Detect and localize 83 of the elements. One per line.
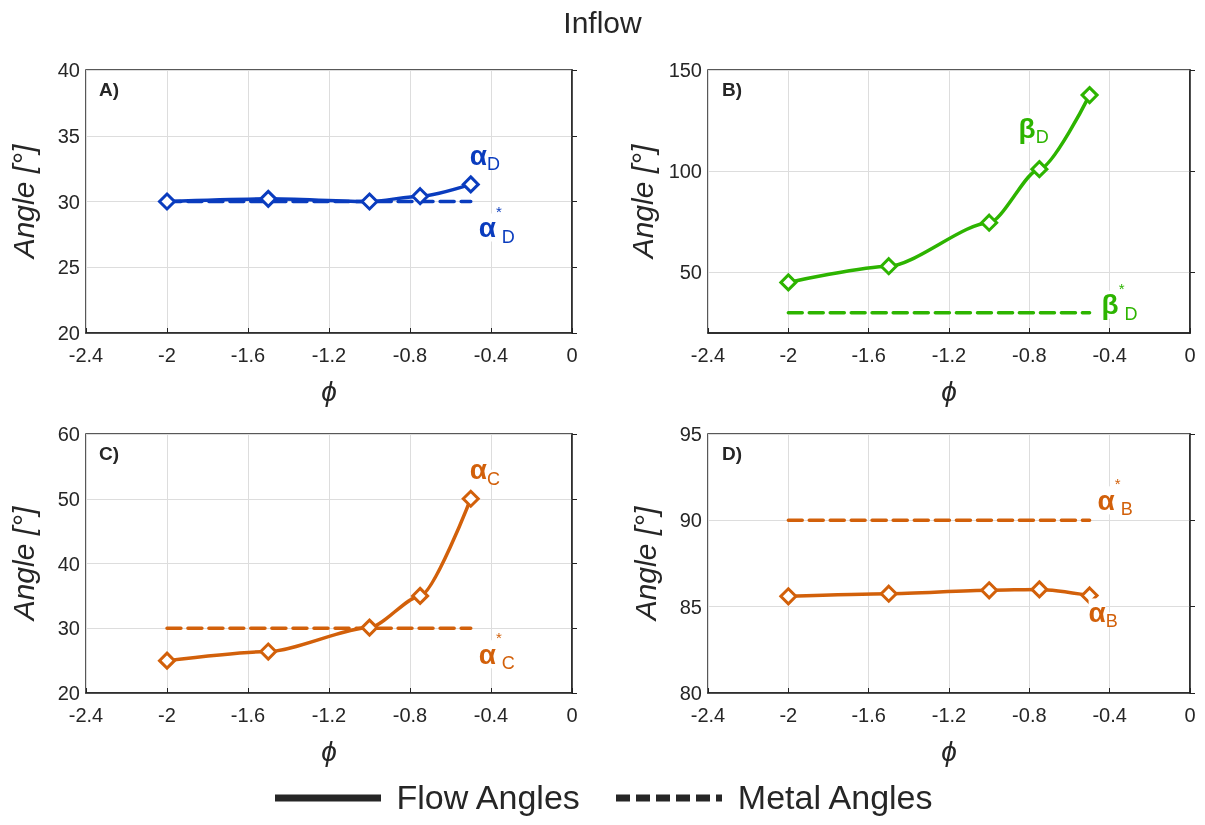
y-axis-title: Angle [°]	[626, 143, 660, 261]
x-tick-label: 0	[1184, 704, 1196, 726]
point	[980, 213, 999, 232]
x-tick-label: -1.2	[931, 344, 967, 366]
y-tick-label: 30	[57, 617, 80, 640]
x-tick-label: -1.6	[851, 344, 886, 366]
x-tick-label: -1.2	[311, 704, 347, 726]
x-tick-label: -0.8	[1012, 704, 1047, 726]
x-axis-title: ϕ	[321, 735, 337, 767]
point	[779, 273, 798, 292]
y-tick-label: 150	[668, 59, 702, 81]
y-tick-label: 95	[679, 423, 702, 445]
x-tick-label: -0.4	[1092, 704, 1127, 726]
series-label: β*D	[1101, 279, 1138, 324]
x-tick-label: -0.8	[1012, 344, 1047, 366]
series-label: α*B	[1097, 475, 1133, 520]
x-tick-label: -2.4	[68, 344, 104, 366]
annotation: C)	[99, 443, 120, 464]
x-tick-label: -2.4	[690, 344, 726, 366]
chart-title: Inflow	[562, 6, 643, 40]
series-label: α*D	[478, 202, 515, 247]
y-tick-label: 40	[57, 59, 80, 81]
point	[158, 192, 176, 211]
point	[411, 586, 430, 605]
x-tick-label: -0.4	[473, 344, 509, 366]
y-axis-title: Angle [°]	[628, 505, 662, 623]
point	[980, 581, 999, 600]
x-tick-label: 0	[1184, 344, 1196, 366]
x-tick-label: -0.4	[473, 704, 509, 726]
point	[1030, 160, 1049, 179]
text: Metal Angles	[737, 778, 933, 817]
y-tick-label: 100	[668, 160, 702, 183]
point	[360, 618, 379, 637]
point	[779, 587, 798, 606]
x-tick-label: -2	[158, 344, 176, 366]
point	[461, 489, 480, 508]
y-tick-label: 40	[57, 552, 80, 575]
point	[461, 175, 480, 194]
annotation: A)	[99, 79, 120, 100]
x-tick-label: -1.6	[230, 344, 266, 366]
point	[879, 584, 898, 603]
y-tick-label: 60	[57, 423, 80, 445]
point	[1080, 86, 1099, 105]
y-tick-label: 20	[57, 682, 80, 704]
x-tick-label: -2	[779, 344, 798, 366]
y-tick-label: 85	[679, 595, 702, 618]
point	[259, 189, 278, 208]
x-tick-label: -1.6	[851, 704, 886, 726]
x-tick-label: -2	[779, 704, 798, 726]
x-tick-label: -2.4	[68, 704, 104, 726]
y-axis-title: Angle [°]	[6, 143, 40, 261]
x-tick-label: -1.2	[311, 344, 347, 366]
x-tick-label: -2	[158, 704, 176, 726]
point	[1030, 580, 1049, 599]
y-tick-label: 30	[57, 190, 80, 213]
x-tick-label: -0.8	[392, 704, 428, 726]
point	[259, 642, 278, 661]
x-tick-label: 0	[566, 704, 578, 726]
x-tick-label: -1.2	[931, 704, 967, 726]
x-axis-title: ϕ	[321, 375, 337, 407]
y-tick-label: 80	[679, 682, 702, 704]
point	[411, 187, 430, 206]
x-tick-label: -0.4	[1092, 344, 1127, 366]
point	[360, 192, 379, 211]
x-tick-label: -0.8	[392, 344, 428, 366]
y-tick-label: 50	[57, 487, 80, 510]
y-tick-label: 50	[679, 261, 702, 284]
x-axis-title: ϕ	[941, 735, 957, 767]
annotation: D)	[722, 443, 743, 464]
x-tick-label: -2.4	[690, 704, 726, 726]
x-tick-label: 0	[566, 344, 578, 366]
x-tick-label: -1.6	[230, 704, 266, 726]
y-axis-title: Angle [°]	[6, 505, 40, 623]
x-axis-title: ϕ	[941, 375, 957, 407]
y-tick-label: 25	[57, 256, 80, 279]
y-tick-label: 20	[57, 322, 80, 344]
annotation: B)	[722, 79, 743, 100]
series-label: α*C	[478, 629, 515, 674]
point	[158, 651, 176, 670]
point	[879, 257, 898, 276]
y-tick-label: 90	[679, 509, 702, 532]
y-tick-label: 35	[57, 124, 80, 147]
text: Flow Angles	[396, 778, 580, 817]
